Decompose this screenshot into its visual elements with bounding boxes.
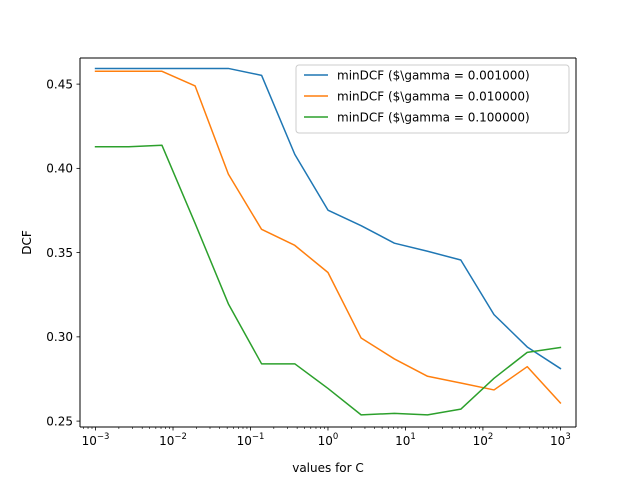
legend-label-2: minDCF ($\gamma = 0.010000) (337, 89, 530, 103)
legend-label-3: minDCF ($\gamma = 0.100000) (337, 110, 530, 124)
x-axis-label: values for C (292, 461, 364, 475)
x-tick-label: 101 (395, 432, 416, 448)
y-tick-label: 0.30 (46, 330, 73, 344)
x-tick-label: 10−1 (237, 432, 265, 448)
legend: minDCF ($\gamma = 0.001000) minDCF ($\gam… (295, 64, 570, 134)
series-line-3 (94, 144, 562, 416)
y-tick-label: 0.25 (46, 414, 73, 428)
x-tick-label: 10−3 (82, 432, 110, 448)
legend-label-1: minDCF ($\gamma = 0.001000) (337, 68, 530, 82)
x-tick-label: 100 (318, 432, 339, 448)
y-tick-label: 0.35 (46, 246, 73, 260)
y-tick-label: 0.45 (46, 77, 73, 91)
axes-layer: 0.25 0.30 0.35 0.40 0.45 10−3 10−2 10−1 100 101 10… (46, 57, 577, 448)
x-tick-label: 103 (550, 432, 571, 448)
y-tick-label: 0.40 (46, 162, 73, 176)
legend-box (295, 64, 570, 134)
x-tick-label: 10−2 (159, 432, 187, 448)
x-tick-label: 102 (473, 432, 494, 448)
series-line-1 (94, 67, 562, 370)
series-layer (94, 67, 562, 416)
y-axis-label: DCF (20, 230, 34, 255)
